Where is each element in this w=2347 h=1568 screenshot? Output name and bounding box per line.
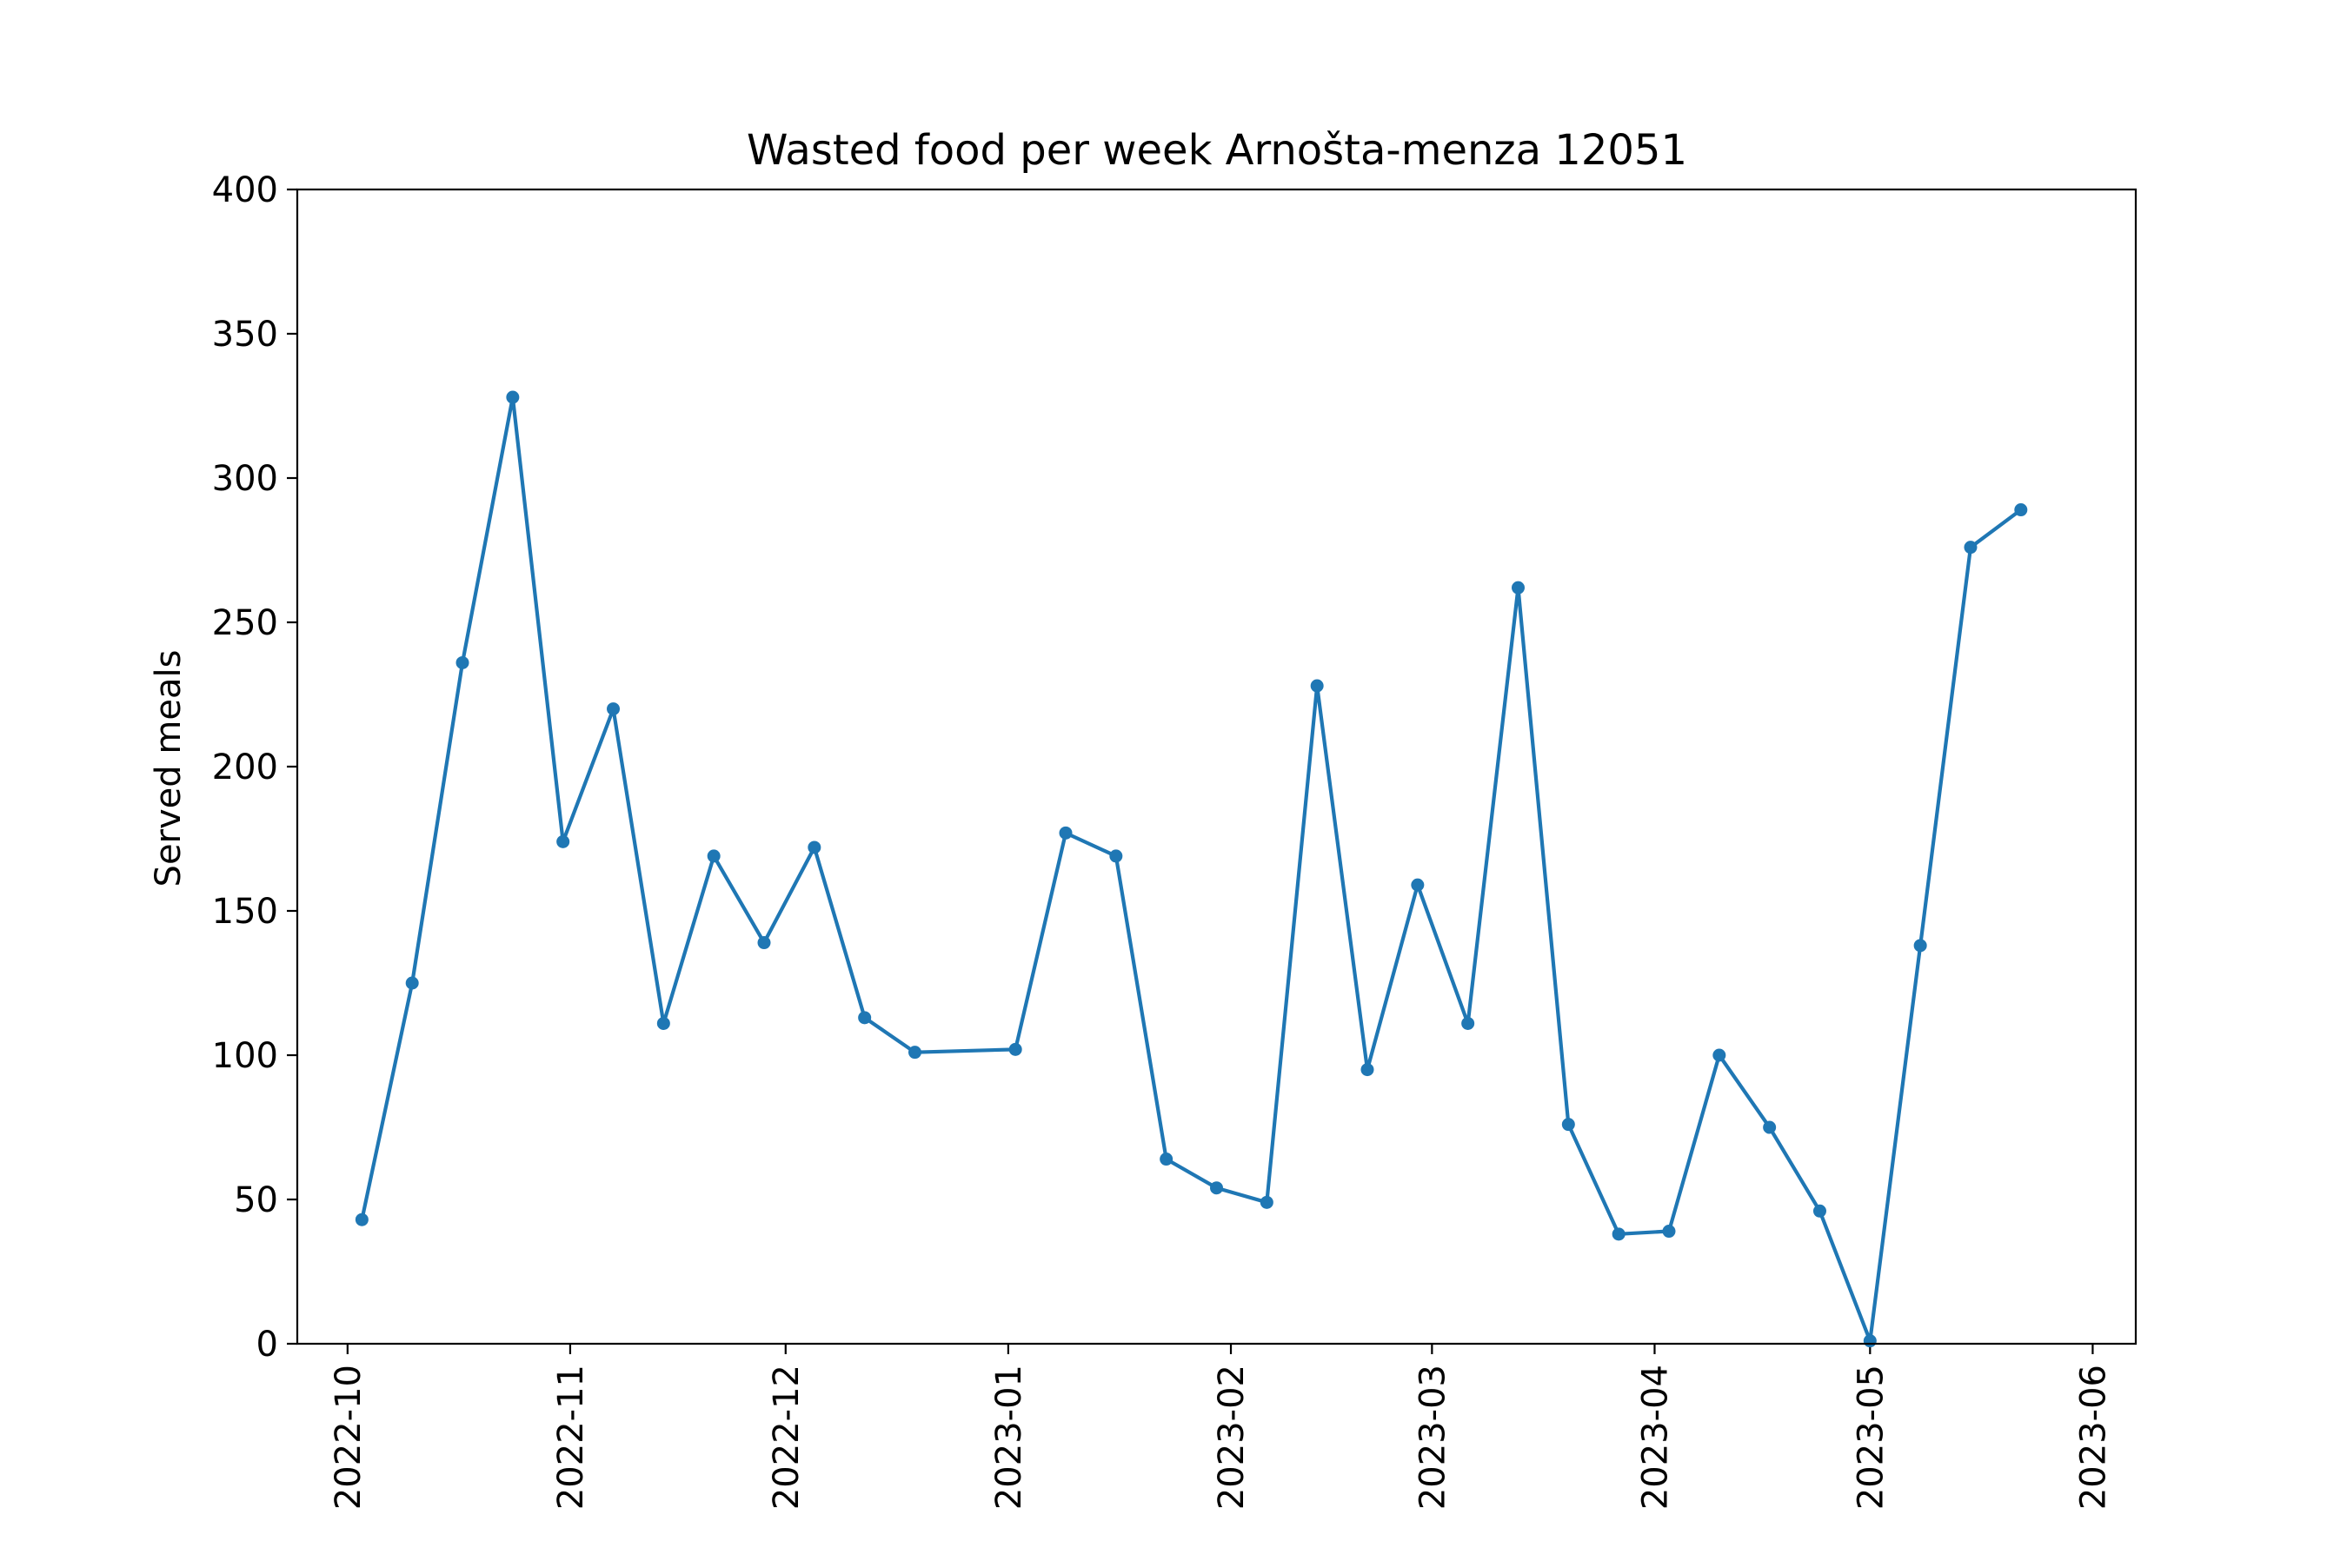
data-point	[1712, 1048, 1726, 1062]
data-point	[1411, 878, 1425, 892]
data-point	[656, 1016, 670, 1030]
data-point	[808, 840, 821, 854]
data-point	[1260, 1195, 1273, 1209]
data-point	[1008, 1042, 1022, 1056]
data-point	[1812, 1204, 1826, 1218]
data-point	[1310, 679, 1324, 693]
data-point	[1160, 1153, 1174, 1166]
chart-title: Wasted food per week Arnošta-menza 12051	[747, 126, 1687, 175]
y-tick-label: 150	[212, 892, 278, 932]
data-point	[455, 655, 469, 669]
data-point	[1210, 1181, 1223, 1195]
data-point	[1059, 826, 1073, 840]
x-tick-label: 2023-05	[1851, 1365, 1891, 1510]
data-point	[1360, 1063, 1374, 1077]
data-point	[405, 976, 419, 990]
x-tick-label: 2022-12	[767, 1365, 807, 1510]
x-tick-label: 2022-10	[329, 1365, 369, 1510]
data-point	[1461, 1016, 1475, 1030]
data-point	[1763, 1120, 1777, 1134]
y-tick-label: 100	[212, 1036, 278, 1076]
y-tick-label: 400	[212, 170, 278, 210]
y-tick-label: 50	[234, 1180, 278, 1220]
y-tick-label: 350	[212, 315, 278, 355]
data-point	[1109, 849, 1123, 863]
plot-frame	[296, 188, 2138, 1345]
x-tick-label: 2023-02	[1212, 1365, 1252, 1510]
data-point	[506, 390, 520, 404]
y-axis-label: Served meals	[149, 650, 189, 887]
series-layer	[355, 390, 2028, 1348]
x-tick-label: 2023-06	[2073, 1365, 2113, 1510]
data-point	[1561, 1118, 1575, 1132]
data-point	[355, 1213, 369, 1226]
data-point	[707, 849, 721, 863]
data-point	[607, 702, 621, 716]
data-point	[1913, 939, 1927, 953]
data-point	[1863, 1334, 1877, 1348]
data-point	[757, 936, 771, 950]
x-tick-label: 2022-11	[551, 1365, 591, 1510]
data-point	[908, 1046, 922, 1060]
data-point	[556, 834, 570, 848]
data-point	[1612, 1227, 1626, 1241]
data-point	[1964, 541, 1978, 555]
x-tick-label: 2023-04	[1635, 1365, 1675, 1510]
y-axis-ticks: 0 50 100 150 200 250 300 350 400	[212, 170, 297, 1365]
data-point	[1511, 581, 1525, 595]
data-point	[2014, 503, 2028, 517]
y-tick-label: 300	[212, 459, 278, 499]
x-tick-label: 2023-03	[1413, 1365, 1453, 1510]
y-tick-label: 250	[212, 603, 278, 643]
y-tick-label: 200	[212, 747, 278, 787]
x-axis-ticks: 2022-10 2022-11 2022-12 2023-01 2023-02 2023-…	[329, 1344, 2113, 1510]
data-point	[1662, 1225, 1676, 1239]
data-point	[858, 1011, 872, 1025]
x-tick-label: 2023-01	[989, 1365, 1029, 1510]
y-tick-label: 0	[256, 1325, 278, 1365]
